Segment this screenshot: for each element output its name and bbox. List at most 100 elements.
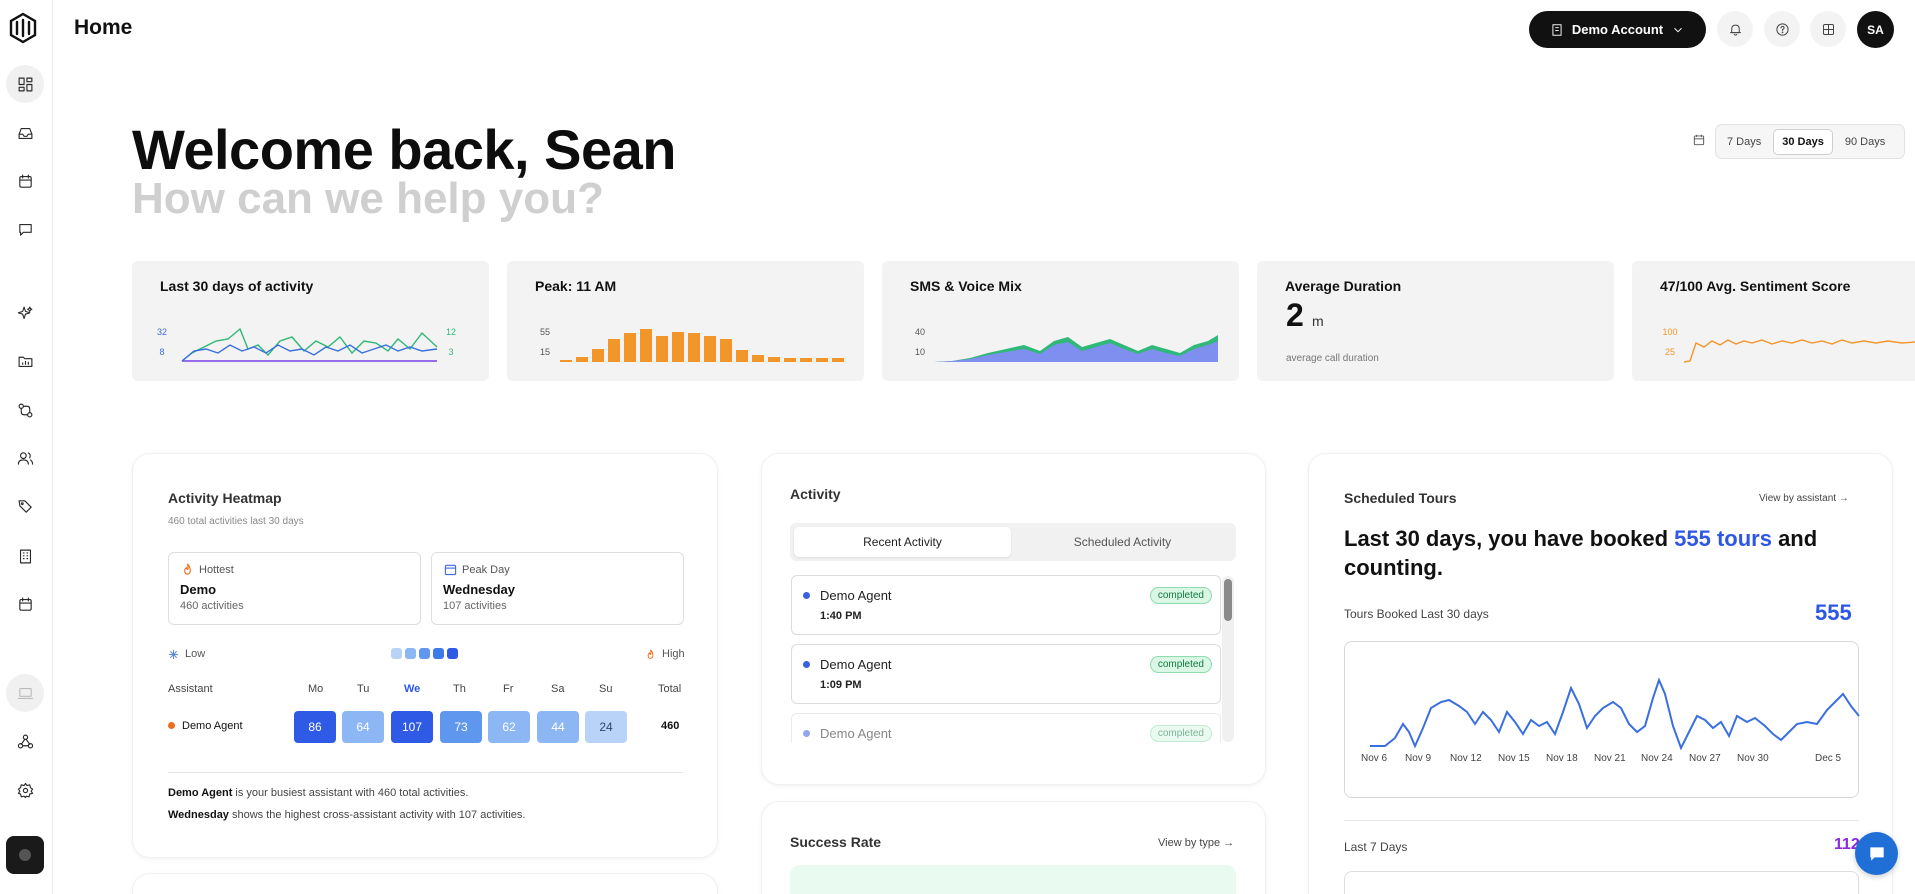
workflow-icon bbox=[18, 403, 32, 417]
metric-activity-card[interactable]: Last 30 days of activity 32 8 12 3 bbox=[132, 261, 489, 381]
calendar-icon bbox=[444, 563, 457, 576]
tours-booked-label: Tours Booked Last 30 days bbox=[1344, 607, 1489, 621]
last-7-days-label: Last 7 Days bbox=[1344, 840, 1408, 854]
bar bbox=[640, 329, 652, 362]
activity-agent: Demo Agent bbox=[820, 588, 892, 603]
nav-ai[interactable] bbox=[6, 294, 44, 332]
nav-schedule[interactable] bbox=[6, 585, 44, 623]
sentiment-line: 100 25 bbox=[1662, 327, 1915, 363]
nav-messages[interactable] bbox=[6, 210, 44, 248]
tick-label: 8 bbox=[159, 347, 164, 357]
tab-recent-activity[interactable]: Recent Activity bbox=[794, 527, 1011, 557]
account-switcher-button[interactable]: Demo Account bbox=[1529, 11, 1706, 48]
logo-icon[interactable] bbox=[8, 12, 38, 44]
heatmap-cell[interactable]: 44 bbox=[537, 711, 579, 743]
nav-workflow[interactable] bbox=[6, 391, 44, 429]
bar bbox=[736, 350, 748, 362]
bar bbox=[608, 339, 620, 362]
view-by-assistant-link[interactable]: View by assistant → bbox=[1759, 493, 1849, 504]
heatmap-cell[interactable]: 24 bbox=[585, 711, 627, 743]
peak-hour-bars: 55 15 bbox=[540, 327, 844, 362]
col-day: Th bbox=[453, 683, 466, 695]
nav-webhooks[interactable] bbox=[6, 722, 44, 760]
notifications-button[interactable] bbox=[1717, 11, 1753, 47]
activity-agent: Demo Agent bbox=[820, 726, 892, 741]
sms-voice-area-chart: 40 10 bbox=[915, 327, 1218, 362]
nav-dashboard[interactable] bbox=[6, 65, 44, 103]
activity-item[interactable]: Demo Agent 1:09 PM completed bbox=[791, 644, 1221, 704]
green-series bbox=[181, 327, 438, 362]
heatmap-cell[interactable]: 64 bbox=[342, 711, 384, 743]
metric-mix-card[interactable]: SMS & Voice Mix 40 10 bbox=[882, 261, 1239, 381]
activity-title: Activity bbox=[790, 486, 841, 502]
x-tick-label: Nov 27 bbox=[1689, 753, 1721, 764]
activity-scroll-thumb[interactable] bbox=[1224, 579, 1232, 621]
heatmap-title: Activity Heatmap bbox=[168, 490, 282, 506]
metric-title: SMS & Voice Mix bbox=[910, 278, 1022, 294]
nav-inbox[interactable] bbox=[6, 114, 44, 152]
status-dot bbox=[803, 592, 810, 599]
col-day: Fr bbox=[503, 683, 514, 695]
chat-launcher-button[interactable] bbox=[1855, 832, 1898, 875]
workspace-switcher[interactable] bbox=[6, 836, 44, 874]
metric-title: Peak: 11 AM bbox=[535, 278, 617, 294]
heatmap-cell[interactable]: 107 bbox=[391, 711, 433, 743]
tab-scheduled-activity[interactable]: Scheduled Activity bbox=[1073, 535, 1172, 549]
view-by-type-link[interactable]: View by type → bbox=[1158, 837, 1235, 849]
nav-monitor[interactable] bbox=[6, 674, 44, 712]
heatmap-insight-2: Wednesday shows the highest cross-assist… bbox=[168, 809, 525, 821]
bar bbox=[656, 336, 668, 362]
col-day: Su bbox=[599, 683, 613, 695]
tick-label: 15 bbox=[540, 347, 550, 357]
heatmap-cell[interactable]: 62 bbox=[488, 711, 530, 743]
gear-icon bbox=[17, 782, 33, 798]
nav-settings[interactable] bbox=[6, 771, 44, 809]
status-badge: completed bbox=[1149, 725, 1212, 742]
metric-peak-card[interactable]: Peak: 11 AM 55 15 bbox=[507, 261, 864, 381]
legend-low: Low bbox=[168, 648, 205, 660]
activity-item[interactable]: Demo Agent completed bbox=[791, 713, 1221, 743]
metric-duration-card[interactable]: Average Duration 2 m average call durati… bbox=[1257, 261, 1614, 381]
bar bbox=[560, 360, 572, 362]
tick-label: 25 bbox=[1665, 347, 1675, 357]
metric-sentiment-card[interactable]: 47/100 Avg. Sentiment Score 100 25 bbox=[1632, 261, 1915, 381]
snowflake-icon bbox=[168, 649, 179, 659]
nav-folder[interactable] bbox=[6, 342, 44, 380]
metric-title: 47/100 Avg. Sentiment Score bbox=[1660, 278, 1851, 294]
tick-label: 40 bbox=[915, 327, 925, 337]
chat-icon bbox=[1869, 846, 1884, 861]
nav-calendar[interactable] bbox=[6, 162, 44, 200]
x-tick-label: Nov 24 bbox=[1641, 753, 1673, 764]
sentiment-series bbox=[1683, 339, 1915, 363]
date-range-selector: 7 Days 30 Days 90 Days bbox=[1715, 124, 1905, 159]
tick-label: 10 bbox=[915, 347, 925, 357]
headline-text: Last 30 days, you have booked bbox=[1344, 526, 1675, 551]
last-7-days-value: 112 bbox=[1834, 836, 1860, 853]
activity-agent: Demo Agent bbox=[820, 657, 892, 672]
activity-item[interactable]: Demo Agent 1:40 PM completed bbox=[791, 575, 1221, 635]
avatar[interactable]: SA bbox=[1857, 11, 1894, 48]
bell-icon bbox=[1729, 24, 1741, 36]
help-icon bbox=[1775, 22, 1789, 36]
heatmap-cell[interactable]: 86 bbox=[294, 711, 336, 743]
apps-button[interactable] bbox=[1810, 11, 1846, 47]
range-30-days[interactable]: 30 Days bbox=[1773, 128, 1833, 155]
range-90-days[interactable]: 90 Days bbox=[1844, 135, 1886, 148]
range-7-days[interactable]: 7 Days bbox=[1727, 135, 1762, 148]
bar bbox=[672, 332, 684, 362]
heatmap-cell[interactable]: 73 bbox=[440, 711, 482, 743]
hottest-box: Hottest Demo 460 activities bbox=[168, 552, 421, 625]
help-button[interactable] bbox=[1764, 11, 1800, 47]
bar bbox=[720, 339, 732, 362]
legend-swatch bbox=[433, 648, 444, 659]
page-title: Home bbox=[74, 16, 133, 39]
agent-dot bbox=[168, 722, 175, 729]
welcome-heading: Welcome back, Sean bbox=[132, 118, 677, 181]
nav-tags[interactable] bbox=[6, 487, 44, 525]
nav-users[interactable] bbox=[6, 439, 44, 477]
dashboard-icon bbox=[18, 77, 32, 91]
webhook-icon bbox=[17, 734, 33, 748]
chat-icon bbox=[18, 223, 32, 236]
peak-day-box: Peak Day Wednesday 107 activities bbox=[431, 552, 684, 625]
nav-buildings[interactable] bbox=[6, 537, 44, 575]
